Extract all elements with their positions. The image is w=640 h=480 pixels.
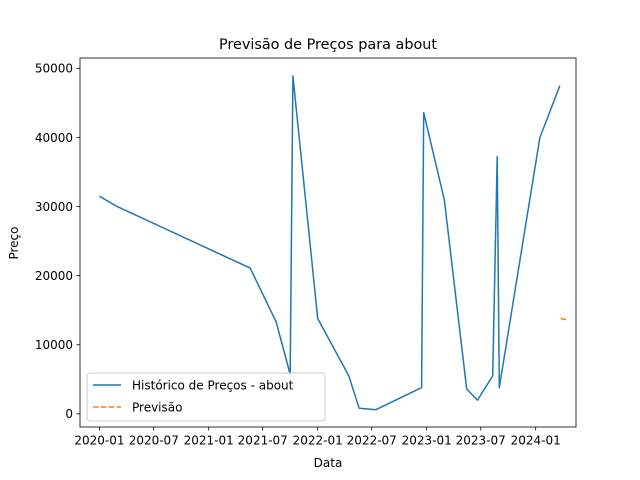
- x-tick-label: 2022-01: [293, 434, 343, 448]
- y-tick-label: 30000: [35, 200, 73, 214]
- x-tick-label: 2020-01: [74, 434, 124, 448]
- y-axis-label: Preço: [7, 226, 21, 259]
- y-tick-label: 10000: [35, 338, 73, 352]
- legend-label-history: Histórico de Preços - about: [132, 379, 294, 393]
- series-line-forecast: [560, 317, 568, 321]
- y-tick-label: 0: [65, 407, 73, 421]
- x-tick-label: 2021-07: [238, 434, 288, 448]
- x-tick-label: 2022-07: [347, 434, 397, 448]
- legend-label-forecast: Previsão: [132, 401, 182, 415]
- legend: Histórico de Preços - about Previsão: [86, 372, 326, 422]
- x-tick-label: 2023-07: [456, 434, 506, 448]
- x-tick-label: 2024-01: [511, 434, 561, 448]
- y-tick-label: 40000: [35, 131, 73, 145]
- x-tick-label: 2021-01: [184, 434, 234, 448]
- x-tick-label: 2020-07: [129, 434, 179, 448]
- axes-frame: [79, 57, 577, 428]
- y-tick-label: 20000: [35, 269, 73, 283]
- x-axis-label: Data: [314, 456, 343, 470]
- legend-frame: [86, 372, 326, 422]
- chart-title: Previsão de Preços para about: [219, 37, 437, 53]
- series-line-history: [99, 75, 561, 411]
- y-tick-label: 50000: [35, 62, 73, 76]
- x-tick-label: 2023-01: [402, 434, 452, 448]
